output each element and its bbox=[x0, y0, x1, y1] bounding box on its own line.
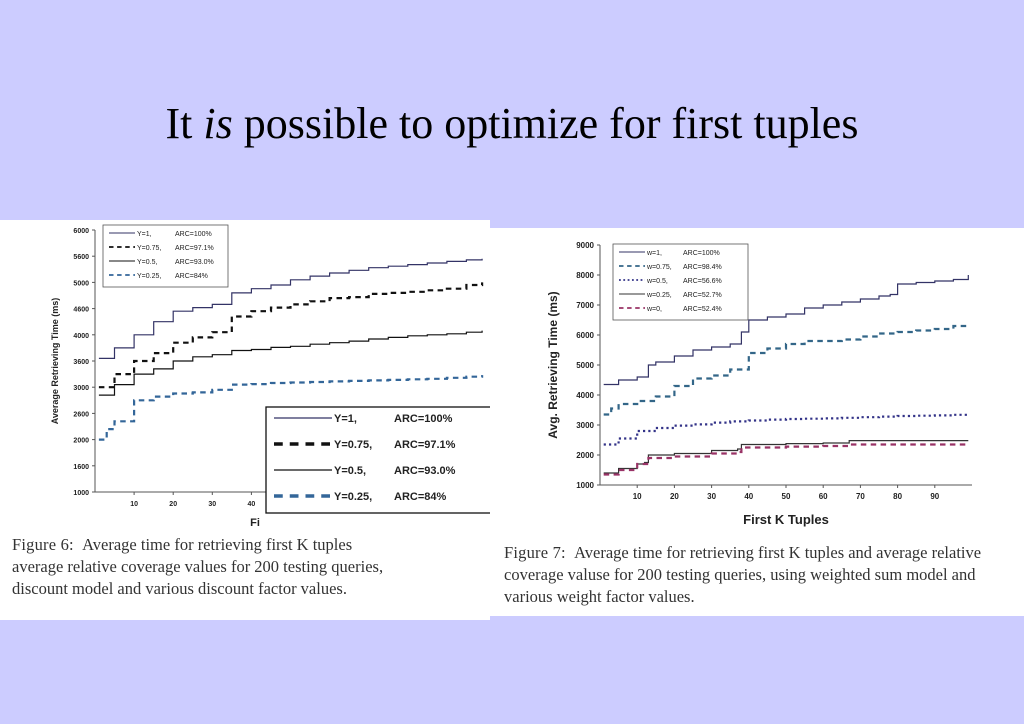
fig7-y-tick-label: 9000 bbox=[576, 241, 594, 250]
fig6-legend-arc: ARC=100% bbox=[175, 231, 212, 238]
fig7-x-tick-label: 20 bbox=[670, 492, 679, 501]
fig6-legend-name: Y=1, bbox=[137, 231, 152, 238]
fig7-x-tick-label: 50 bbox=[782, 492, 791, 501]
fig6-series-line bbox=[98, 258, 483, 359]
fig7-x-tick-label: 70 bbox=[856, 492, 865, 501]
figure-6-panel: 1000 1600 2000 2600 3000 3600 4000 4600 5000 5600… bbox=[0, 220, 490, 620]
fig7-x-tick-label: 10 bbox=[633, 492, 642, 501]
fig6-x-tick-label: 20 bbox=[169, 501, 177, 508]
fig7-y-tick-label: 5000 bbox=[576, 361, 594, 370]
fig6-x-tick-label: 30 bbox=[208, 501, 216, 508]
fig6-legend-name: Y=0.5, bbox=[137, 259, 157, 266]
figure-7-caption: Figure 7: Average time for retrieving fi… bbox=[504, 542, 1019, 608]
figure-6-caption: Figure 6: Average time for retrieving fi… bbox=[12, 534, 490, 600]
fig7-y-tick-label: 8000 bbox=[576, 271, 594, 280]
fig7-series-line bbox=[603, 413, 970, 446]
fig7-y-axis-label: Avg. Retrieving Time (ms) bbox=[546, 291, 560, 438]
fig7-series-line bbox=[603, 324, 969, 416]
fig6-y-tick-label: 1000 bbox=[73, 490, 89, 497]
fig7-y-tick-label: 6000 bbox=[576, 331, 594, 340]
fig6-x-axis-label: Fi bbox=[250, 517, 260, 529]
figure-6-caption-line1: Average time for retrieving first K tupl… bbox=[82, 535, 353, 554]
fig6-series-line bbox=[98, 375, 484, 441]
slide-title: It is possible to optimize for first tup… bbox=[0, 98, 1024, 149]
fig6-y-tick-label: 4000 bbox=[73, 333, 89, 340]
title-pre: It bbox=[165, 99, 193, 148]
fig6-y-tick-label: 1600 bbox=[73, 464, 89, 471]
fig7-legend-arc: ARC=98.4% bbox=[683, 264, 722, 271]
fig6-legend-name: Y=0.25, bbox=[137, 273, 161, 280]
fig7-x-tick-label: 40 bbox=[744, 492, 753, 501]
figure-7-label: Figure 7: bbox=[504, 543, 566, 562]
fig7-y-tick-label: 2000 bbox=[576, 451, 594, 460]
fig6-inset-name: Y=0.75, bbox=[334, 439, 372, 451]
fig6-x-tick-label: 10 bbox=[130, 501, 138, 508]
fig7-series-line bbox=[603, 440, 969, 474]
fig7-legend-name: w=0.5, bbox=[646, 278, 668, 285]
fig6-legend-name: Y=0.75, bbox=[137, 245, 161, 252]
fig6-inset-name: Y=1, bbox=[334, 413, 357, 425]
fig6-legend-arc: ARC=93.0% bbox=[175, 259, 214, 266]
fig7-x-tick-label: 30 bbox=[707, 492, 716, 501]
fig7-legend-box bbox=[612, 243, 749, 321]
fig6-series-line bbox=[98, 330, 483, 396]
title-em: is bbox=[203, 99, 233, 148]
fig7-legend-arc: ARC=56.6% bbox=[683, 278, 722, 285]
figure-7-caption-text: Average time for retrieving first K tupl… bbox=[504, 543, 982, 606]
fig6-inset-arc: ARC=84% bbox=[394, 491, 446, 503]
fig7-legend-arc: ARC=100% bbox=[683, 250, 720, 257]
fig6-inset-arc: ARC=93.0% bbox=[394, 465, 456, 477]
fig7-legend-arc: ARC=52.7% bbox=[683, 292, 722, 299]
fig6-y-tick-label: 5000 bbox=[73, 280, 89, 287]
fig7-legend-name: w=0.25, bbox=[646, 292, 672, 299]
fig6-y-tick-label: 6000 bbox=[73, 228, 89, 235]
fig7-y-tick-label: 4000 bbox=[576, 391, 594, 400]
fig7-x-tick-label: 80 bbox=[893, 492, 902, 501]
fig6-y-tick-label: 5600 bbox=[73, 254, 89, 261]
fig7-x-tick-label: 90 bbox=[930, 492, 939, 501]
fig7-y-tick-label: 3000 bbox=[576, 421, 594, 430]
fig7-y-tick-label: 7000 bbox=[576, 301, 594, 310]
fig6-series-line bbox=[98, 282, 484, 389]
fig7-series-line bbox=[603, 443, 969, 476]
figure-6-label: Figure 6: bbox=[12, 535, 74, 554]
fig7-series-line bbox=[603, 275, 969, 386]
fig6-legend-arc: ARC=84% bbox=[175, 273, 208, 280]
fig6-x-tick-label: 40 bbox=[248, 501, 256, 508]
fig7-legend-name: w=1, bbox=[646, 250, 662, 257]
fig6-y-tick-label: 3000 bbox=[73, 385, 89, 392]
fig6-inset-legend-box bbox=[265, 406, 490, 514]
figure-6-caption-line3: discount model and various discount fact… bbox=[12, 579, 347, 598]
fig7-legend-name: w=0, bbox=[646, 306, 662, 313]
fig7-x-tick-label: 60 bbox=[819, 492, 828, 501]
fig6-inset-name: Y=0.25, bbox=[334, 491, 372, 503]
fig6-inset-name: Y=0.5, bbox=[334, 465, 366, 477]
fig6-inset-arc: ARC=100% bbox=[394, 413, 453, 425]
figure-7-panel: 1000 2000 3000 4000 5000 6000 7000 8000 9000 10 20… bbox=[490, 228, 1024, 616]
fig6-legend-box bbox=[102, 224, 229, 288]
figure-7-chart: 1000 2000 3000 4000 5000 6000 7000 8000 9000 10 20… bbox=[546, 241, 972, 527]
fig6-y-tick-label: 2600 bbox=[73, 411, 89, 418]
fig7-y-tick-label: 1000 bbox=[576, 481, 594, 490]
fig6-inset-arc: ARC=97.1% bbox=[394, 439, 456, 451]
fig6-y-tick-label: 3600 bbox=[73, 359, 89, 366]
fig6-y-tick-label: 4600 bbox=[73, 307, 89, 314]
fig7-legend-name: w=0.75, bbox=[646, 264, 672, 271]
figure-6-caption-line2: average relative coverage values for 200… bbox=[12, 557, 384, 576]
title-post: possible to optimize for first tuples bbox=[243, 99, 859, 148]
fig6-legend-arc: ARC=97.1% bbox=[175, 245, 214, 252]
figure-6-chart: 1000 1600 2000 2600 3000 3600 4000 4600 5000 5600… bbox=[50, 224, 490, 529]
fig7-legend-arc: ARC=52.4% bbox=[683, 306, 722, 313]
fig7-x-axis-label: First K Tuples bbox=[743, 512, 829, 527]
fig6-y-tick-label: 2000 bbox=[73, 438, 89, 445]
fig6-y-axis-label: Average Retrieving Time (ms) bbox=[50, 298, 60, 425]
